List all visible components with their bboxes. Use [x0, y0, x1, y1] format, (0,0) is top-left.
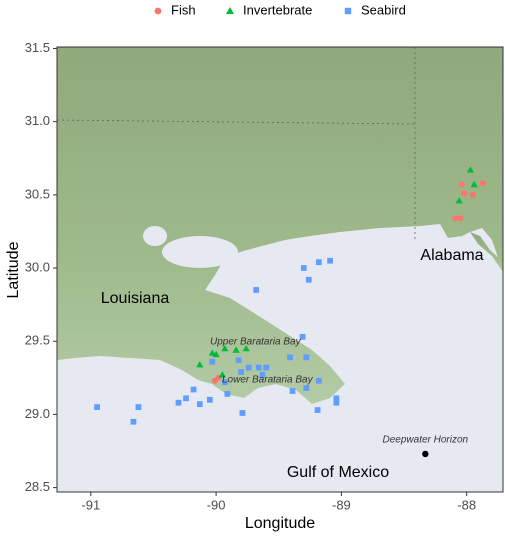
data-point: [314, 407, 321, 413]
data-point: [327, 257, 333, 264]
x-tick-label: -88: [457, 497, 476, 512]
data-point: [224, 391, 231, 397]
legend-label: Invertebrate: [243, 2, 312, 17]
legend-label: Fish: [171, 2, 196, 17]
lake: [162, 236, 238, 268]
data-point: [208, 349, 216, 356]
event-point: [422, 450, 429, 458]
data-point: [94, 404, 100, 410]
data-point: [287, 354, 293, 361]
plot-frame: [56, 46, 504, 493]
data-point: [333, 399, 340, 406]
legend-marker: [154, 7, 162, 15]
data-point: [452, 215, 459, 222]
annotation: Alabama: [420, 247, 483, 264]
data-point: [212, 350, 220, 358]
y-tick-label: 28.5: [25, 479, 50, 494]
legend-label: Seabird: [361, 2, 406, 17]
data-point: [209, 358, 216, 365]
data-point: [259, 372, 266, 378]
lake: [143, 226, 167, 246]
annotation: Gulf of Mexico: [287, 464, 389, 481]
annotation: Louisiana: [101, 290, 170, 307]
data-point: [238, 369, 245, 375]
data-point: [218, 371, 226, 378]
data-point: [299, 333, 306, 340]
data-point: [255, 364, 262, 371]
x-tick-label: -91: [81, 497, 100, 512]
data-point: [232, 346, 240, 353]
y-axis-label: Latitude: [5, 241, 22, 298]
annotation: Upper Barataria Bay: [210, 337, 302, 348]
data-point: [466, 166, 475, 173]
basemap: [57, 47, 503, 492]
data-point: [315, 259, 322, 266]
data-point: [130, 418, 137, 425]
data-point: [315, 377, 322, 384]
data-point: [221, 379, 228, 386]
data-point: [196, 401, 203, 408]
data-point: [303, 385, 310, 391]
event-label: Deepwater Horizon: [383, 435, 469, 446]
data-point: [175, 399, 182, 406]
data-point: [461, 190, 468, 197]
data-point: [263, 364, 270, 371]
data-point: [190, 386, 197, 393]
y-tick-label: 29.5: [25, 333, 50, 348]
data-point: [458, 181, 465, 188]
data-point: [455, 197, 463, 204]
data-point: [221, 344, 229, 352]
data-point: [305, 276, 312, 283]
legend-marker: [226, 7, 234, 14]
y-tick-label: 29.0: [25, 406, 50, 421]
data-point: [289, 388, 296, 394]
data-point: [242, 344, 250, 352]
annotation: Lower Barataria Bay: [222, 375, 314, 386]
land-east: [470, 232, 503, 272]
x-axis-label: Longitude: [245, 515, 315, 532]
data-point: [303, 354, 310, 361]
x-tick-label: -89: [332, 497, 351, 512]
data-point: [135, 404, 142, 410]
legend-marker: [344, 7, 352, 15]
data-point: [457, 215, 464, 222]
data-point: [183, 395, 189, 402]
y-tick-label: 31.5: [25, 40, 50, 55]
data-point: [196, 361, 204, 368]
data-point: [245, 364, 252, 371]
data-point: [206, 396, 213, 403]
data-point: [253, 287, 260, 293]
y-tick-label: 30.0: [25, 259, 50, 274]
y-tick-label: 31.0: [25, 113, 50, 128]
data-point: [333, 395, 340, 402]
data-point: [470, 180, 478, 188]
y-tick-label: 30.5: [25, 186, 50, 201]
x-tick-label: -90: [207, 497, 226, 512]
data-point: [235, 357, 242, 364]
land: [57, 47, 503, 404]
data-point: [479, 180, 487, 187]
data-point: [239, 410, 246, 416]
data-point: [469, 191, 476, 198]
data-point: [300, 265, 307, 271]
